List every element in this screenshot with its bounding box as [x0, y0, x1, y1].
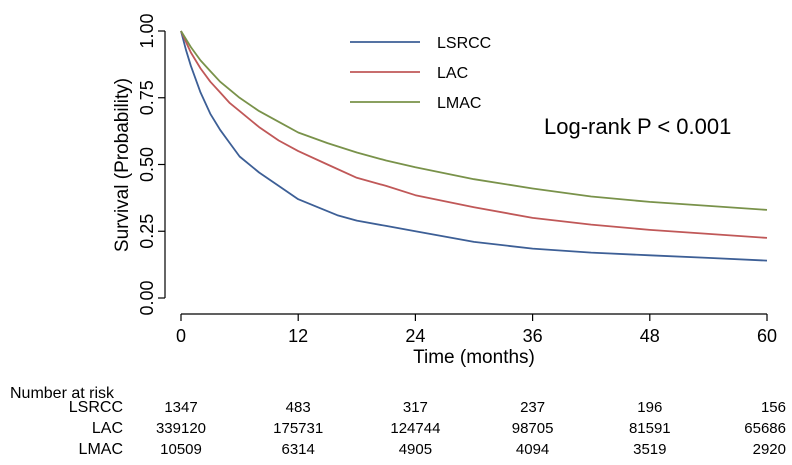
y-tick-label: 0.00	[137, 280, 157, 315]
risk-table-cell: 483	[286, 399, 311, 416]
legend: LSRCC LAC LMAC	[350, 35, 491, 112]
risk-table-cell: 4905	[399, 441, 432, 458]
x-axis-label: Time (months)	[413, 347, 535, 368]
risk-table-cell: 156	[761, 399, 786, 416]
risk-table-cell: 1347	[164, 399, 197, 416]
risk-row-label-lmac: LMAC	[79, 441, 123, 458]
x-tick-label: 24	[405, 326, 425, 346]
legend-label-lac: LAC	[437, 65, 468, 82]
risk-row-label-lac: LAC	[92, 420, 123, 437]
x-tick-label: 36	[523, 326, 543, 346]
risk-table-cell: 81591	[629, 420, 671, 437]
y-axis-label: Survival (Probability)	[112, 78, 133, 252]
x-tick-label: 60	[757, 326, 777, 346]
risk-table-cell: 124744	[390, 420, 440, 437]
risk-table-cell: 2920	[753, 441, 786, 458]
x-tick-label: 12	[288, 326, 308, 346]
y-tick-label: 0.75	[137, 80, 157, 115]
risk-table-cell: 98705	[512, 420, 554, 437]
curve-lmac	[180, 30, 768, 211]
curve-lac	[180, 30, 768, 239]
risk-table-cell: 317	[403, 399, 428, 416]
risk-table-cell: 339120	[156, 420, 206, 437]
x-tick-label: 48	[640, 326, 660, 346]
curve-lsrcc	[180, 30, 768, 262]
y-tick-label: 0.25	[137, 214, 157, 249]
risk-table-cell: 10509	[160, 441, 202, 458]
log-rank-annotation: Log-rank P < 0.001	[544, 114, 731, 139]
axes: 0.00 0.25 0.50 0.75 1.00 0 12 24 36 48 60	[137, 13, 777, 346]
risk-table-title: Number at risk	[10, 385, 115, 402]
y-tick-label: 0.50	[137, 147, 157, 182]
risk-table-cell: 6314	[282, 441, 315, 458]
legend-label-lmac: LMAC	[437, 95, 481, 112]
risk-table-cell: 4094	[516, 441, 549, 458]
risk-row-label-lsrcc: LSRCC	[69, 399, 123, 416]
risk-table-cell: 237	[520, 399, 545, 416]
legend-label-lsrcc: LSRCC	[437, 35, 491, 52]
survival-curves	[180, 30, 768, 262]
risk-table-cell: 175731	[273, 420, 323, 437]
y-tick-label: 1.00	[137, 13, 157, 48]
risk-table-cell: 196	[637, 399, 662, 416]
risk-table-cell: 3519	[633, 441, 666, 458]
risk-table-cell: 65686	[744, 420, 786, 437]
x-tick-label: 0	[176, 326, 186, 346]
